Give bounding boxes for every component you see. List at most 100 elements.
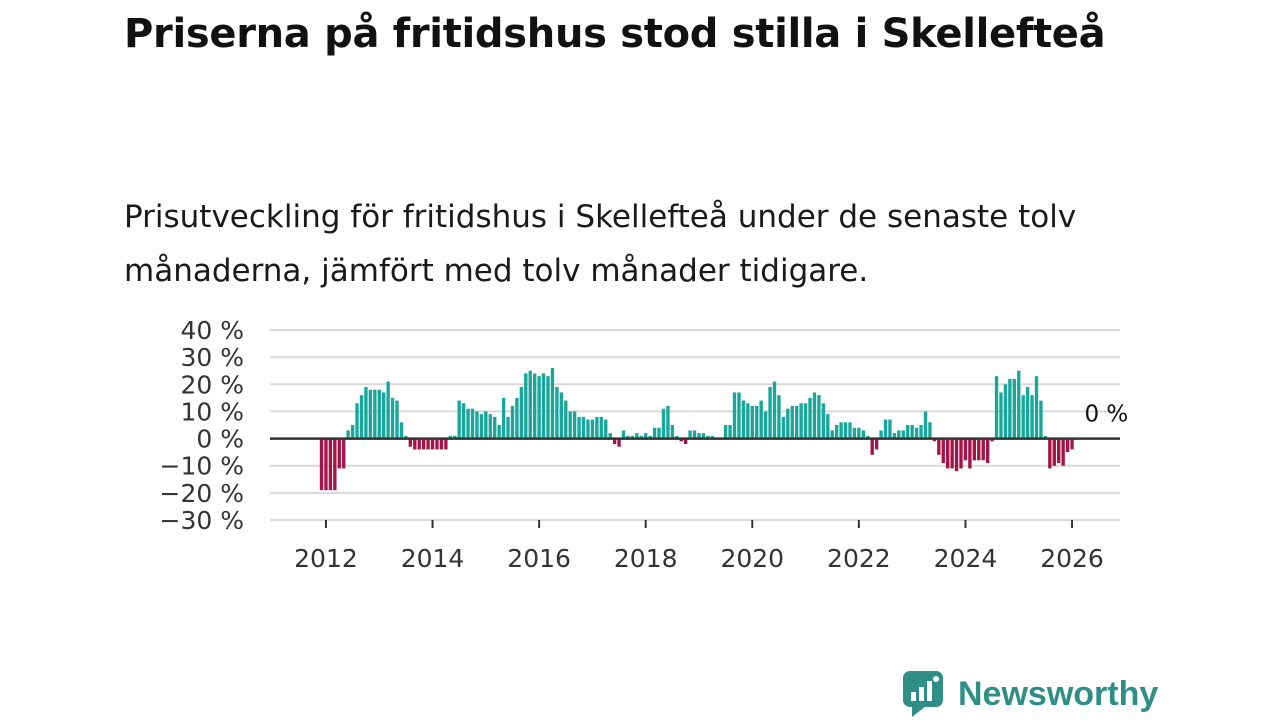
- x-tick-label: 2016: [507, 544, 571, 573]
- bar: [977, 438, 981, 461]
- bar: [741, 400, 746, 439]
- bar: [510, 406, 515, 439]
- bar: [444, 438, 448, 450]
- bar: [1070, 438, 1074, 450]
- bar: [781, 416, 786, 439]
- bar: [350, 425, 355, 439]
- bar: [652, 427, 657, 439]
- bar: [768, 387, 772, 439]
- bar: [639, 435, 643, 439]
- bar: [635, 433, 639, 439]
- bar: [337, 438, 341, 469]
- bar: [559, 392, 564, 439]
- bar: [626, 435, 630, 439]
- bar: [932, 438, 937, 442]
- y-tick-label: 20 %: [180, 370, 244, 399]
- bar: [675, 435, 679, 439]
- bar: [692, 430, 697, 439]
- bar: [710, 435, 715, 439]
- bar: [803, 403, 808, 439]
- bar: [355, 403, 359, 439]
- bar: [426, 438, 430, 450]
- bar: [417, 438, 421, 450]
- bar: [821, 403, 826, 439]
- y-tick-label: −30 %: [160, 506, 244, 535]
- bar: [972, 438, 977, 461]
- bar: [994, 376, 999, 439]
- bar: [466, 408, 470, 439]
- bar: [679, 438, 683, 442]
- bar: [470, 408, 475, 439]
- bar: [670, 425, 675, 439]
- x-tick-label: 2018: [614, 544, 678, 573]
- y-tick-label: −20 %: [160, 479, 244, 508]
- bar: [435, 438, 439, 450]
- bar: [497, 425, 501, 439]
- bar: [408, 438, 413, 447]
- chart-subtitle: Prisutveckling för fritidshus i Skelleft…: [124, 199, 1077, 289]
- bar: [479, 414, 484, 439]
- bar: [359, 395, 364, 439]
- bar: [755, 406, 759, 439]
- bar: [528, 370, 532, 439]
- bar: [550, 368, 555, 439]
- bar: [537, 376, 541, 439]
- bar: [630, 435, 635, 439]
- bar: [941, 438, 945, 463]
- bar: [834, 425, 839, 439]
- bar: [723, 425, 728, 439]
- bar: [328, 438, 333, 491]
- bar: [568, 411, 572, 439]
- bar: [786, 408, 790, 439]
- x-tick-label: 2014: [401, 544, 465, 573]
- bar: [1043, 435, 1048, 439]
- bar: [657, 427, 661, 439]
- bar: [839, 422, 843, 439]
- brand-logo: Newsworthy: [902, 670, 1158, 718]
- bar: [732, 392, 737, 439]
- bar: [892, 433, 897, 439]
- bar: [1030, 395, 1034, 439]
- bar: [346, 430, 350, 439]
- bar: [439, 438, 444, 450]
- bar: [1034, 376, 1039, 439]
- bar: [901, 430, 905, 439]
- bar: [759, 400, 763, 439]
- bar: [484, 411, 488, 439]
- bar: [750, 406, 754, 439]
- bar: [493, 416, 497, 439]
- bar: [515, 397, 519, 439]
- bar: [1039, 400, 1043, 439]
- bar: [532, 373, 537, 439]
- bar: [1061, 438, 1065, 466]
- bar: [661, 408, 666, 439]
- bar: [1057, 438, 1061, 463]
- bar: [857, 427, 861, 439]
- bar: [501, 397, 506, 439]
- bar: [1065, 438, 1070, 453]
- bar: [1021, 395, 1025, 439]
- bar: [697, 433, 701, 439]
- bar: [848, 422, 852, 439]
- bar: [604, 419, 608, 439]
- bar: [319, 438, 324, 491]
- bar: [946, 438, 950, 469]
- bar: [981, 438, 985, 461]
- bar: [1003, 384, 1008, 439]
- bar: [795, 406, 799, 439]
- bar: [790, 406, 794, 439]
- bar: [914, 427, 919, 439]
- bar: [728, 425, 732, 439]
- bar: [421, 438, 426, 450]
- bar: [808, 397, 812, 439]
- bar: [666, 406, 670, 439]
- bar: [1025, 387, 1030, 439]
- bar: [772, 381, 777, 439]
- bar: [506, 416, 510, 439]
- bar: [564, 400, 568, 439]
- bar: [377, 389, 381, 439]
- bar: [572, 411, 577, 439]
- bar: [599, 416, 603, 439]
- bar: [608, 433, 612, 439]
- bar: [999, 392, 1003, 439]
